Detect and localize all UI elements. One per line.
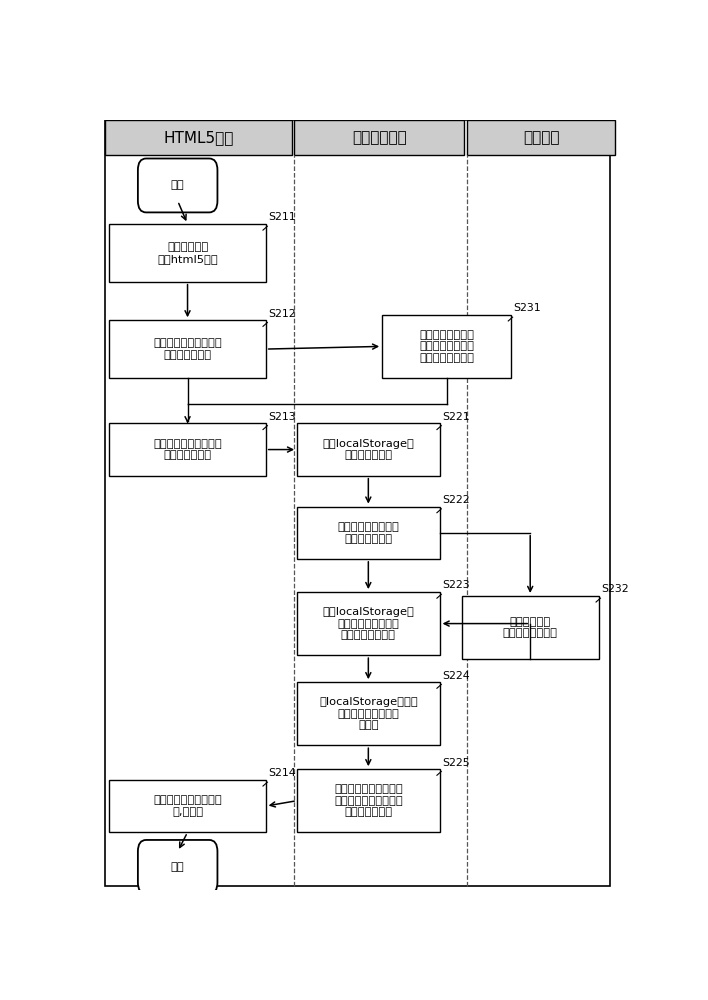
FancyBboxPatch shape [297, 769, 440, 832]
Text: 在localStorage中新增
客戶標識、頭像標識
和頭像: 在localStorage中新增 客戶標識、頭像標識 和頭像 [319, 697, 418, 730]
Text: 獲得所有客戶的頭像信
息,并顯示: 獲得所有客戶的頭像信 息,并顯示 [153, 795, 222, 817]
Text: 結束: 結束 [171, 862, 185, 872]
Text: 根據客戶標識
查詢客戶頭像信息: 根據客戶標識 查詢客戶頭像信息 [503, 617, 558, 638]
Text: S225: S225 [442, 758, 470, 768]
Text: 獲得客戶標識和客戶頭
像的唯一標識值: 獲得客戶標識和客戶頭 像的唯一標識值 [153, 439, 222, 460]
Text: S231: S231 [514, 303, 542, 313]
FancyBboxPatch shape [297, 423, 440, 476]
FancyBboxPatch shape [109, 224, 266, 282]
FancyBboxPatch shape [105, 120, 292, 155]
FancyBboxPatch shape [382, 315, 511, 378]
FancyBboxPatch shape [297, 682, 440, 745]
Text: S213: S213 [268, 412, 296, 422]
Text: 根據客戶標識查詢
所有客戶頭像對應
的唯一的客戶標識: 根據客戶標識查詢 所有客戶頭像對應 的唯一的客戶標識 [419, 330, 474, 363]
Text: 清除localStorage中
與客戶頭像唯一標識
不一致的頭像信息: 清除localStorage中 與客戶頭像唯一標識 不一致的頭像信息 [322, 607, 414, 640]
FancyBboxPatch shape [462, 596, 599, 659]
Text: 后端服務: 后端服務 [523, 130, 559, 145]
Text: 匹配處理引擎: 匹配處理引擎 [352, 130, 406, 145]
Text: S214: S214 [268, 768, 296, 778]
FancyBboxPatch shape [109, 320, 266, 378]
Text: S223: S223 [442, 580, 470, 590]
Text: S232: S232 [602, 584, 629, 594]
FancyBboxPatch shape [295, 120, 464, 155]
Text: S221: S221 [442, 412, 470, 422]
Text: 獲取頭像標識不一致
的客戶標識列表: 獲取頭像標識不一致 的客戶標識列表 [338, 522, 399, 544]
Text: 匹配localStorage中
的客戶頭像標識: 匹配localStorage中 的客戶頭像標識 [322, 439, 414, 460]
FancyBboxPatch shape [105, 120, 610, 886]
FancyBboxPatch shape [297, 592, 440, 655]
Text: HTML5前端: HTML5前端 [163, 130, 234, 145]
Text: S222: S222 [442, 495, 470, 505]
FancyBboxPatch shape [467, 120, 615, 155]
Text: 合并在后端服務獲得的
客戶頭像信息和緩存中
的客戶頭像信息: 合并在后端服務獲得的 客戶頭像信息和緩存中 的客戶頭像信息 [334, 784, 403, 817]
FancyBboxPatch shape [297, 507, 440, 559]
FancyBboxPatch shape [109, 780, 266, 832]
Text: S211: S211 [268, 212, 296, 222]
Text: S212: S212 [268, 309, 296, 319]
Text: 開始: 開始 [171, 180, 185, 190]
FancyBboxPatch shape [138, 158, 217, 212]
FancyBboxPatch shape [138, 840, 217, 894]
FancyBboxPatch shape [109, 423, 266, 476]
Text: 打開客戶頭像
加載html5頁面: 打開客戶頭像 加載html5頁面 [157, 242, 218, 264]
Text: S224: S224 [442, 671, 470, 681]
Text: 提供需要加載客戶頭像
的客戶標識列表: 提供需要加載客戶頭像 的客戶標識列表 [153, 338, 222, 360]
